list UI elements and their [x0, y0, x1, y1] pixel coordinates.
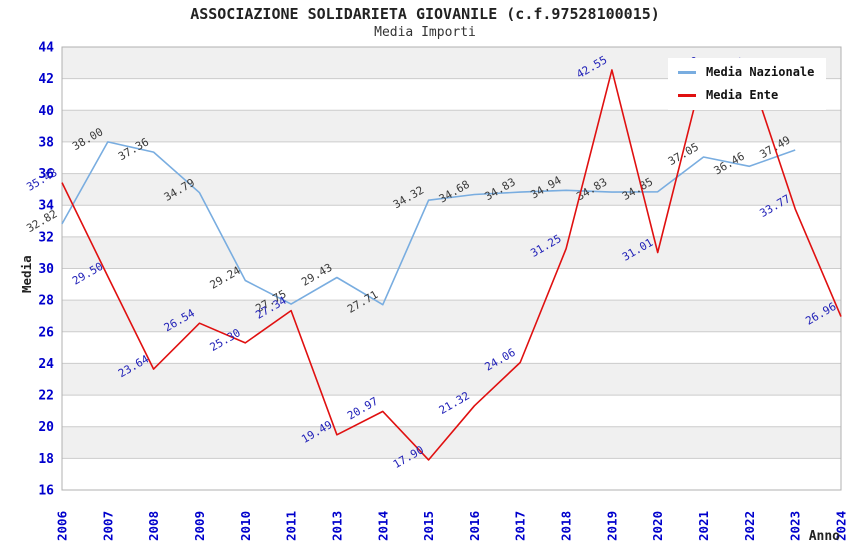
y-tick-label: 44 — [38, 41, 54, 56]
legend: Media Nazionale Media Ente — [668, 58, 827, 110]
y-tick-label: 24 — [38, 357, 54, 372]
grid-band — [62, 426, 841, 459]
y-tick-label: 18 — [38, 452, 54, 467]
x-tick-label: 2018 — [559, 511, 574, 541]
y-tick-label: 32 — [38, 230, 54, 245]
data-point-label: 37.05 — [666, 140, 701, 168]
x-tick-label: 2023 — [788, 511, 803, 541]
chart-subtitle: Media Importi — [374, 25, 476, 40]
x-tick-label: 2024 — [834, 511, 849, 541]
x-tick-label: 2017 — [513, 511, 528, 541]
x-tick-label: 2022 — [742, 511, 757, 541]
y-tick-label: 42 — [38, 72, 54, 87]
grid-band — [62, 236, 841, 269]
chart-title: ASSOCIAZIONE SOLIDARIETA GIOVANILE (c.f.… — [190, 5, 660, 23]
x-tick-label: 2021 — [696, 511, 711, 541]
data-point-label: 20.97 — [345, 395, 380, 423]
x-tick-label: 2011 — [284, 511, 299, 541]
grid-band — [62, 173, 841, 206]
x-tick-label: 2006 — [55, 511, 70, 541]
x-tick-label: 2009 — [192, 511, 207, 541]
plot-border — [61, 46, 842, 491]
x-tick-label: 2015 — [421, 511, 436, 541]
media-ente-line-swatch — [678, 93, 696, 97]
grid-band — [62, 300, 841, 332]
y-tick-label: 28 — [38, 294, 54, 309]
legend-label: Media Ente — [706, 88, 779, 102]
x-tick-label: 2016 — [467, 511, 482, 541]
legend-item-media-nazionale: Media Nazionale — [678, 65, 814, 79]
y-tick-label: 20 — [38, 420, 54, 435]
x-tick-label: 2008 — [146, 511, 161, 541]
x-tick-label: 2013 — [329, 511, 344, 541]
x-tick-label: 2014 — [375, 511, 390, 541]
y-tick-label: 16 — [38, 484, 54, 499]
y-tick-label: 40 — [38, 104, 54, 119]
y-tick-label: 38 — [38, 135, 54, 150]
series-line-media-nazionale — [61, 141, 796, 306]
y-tick-label: 22 — [38, 389, 54, 404]
y-tick-label: 34 — [38, 199, 54, 214]
legend-label: Media Nazionale — [706, 65, 815, 79]
x-tick-label: 2019 — [604, 511, 619, 541]
x-tick-label: 2020 — [650, 511, 665, 541]
y-tick-label: 26 — [38, 325, 54, 340]
x-axis-title: Anno — [809, 529, 840, 544]
grid-band — [62, 110, 841, 142]
y-tick-label: 36 — [38, 167, 54, 182]
y-tick-label: 30 — [38, 262, 54, 277]
x-tick-label: 2007 — [100, 511, 115, 541]
grid-band — [62, 363, 841, 396]
media-nazionale-line-swatch — [678, 70, 696, 74]
legend-item-media-ente: Media Ente — [678, 88, 814, 102]
x-tick-label: 2010 — [238, 511, 253, 541]
y-axis-title: Media — [19, 255, 34, 293]
